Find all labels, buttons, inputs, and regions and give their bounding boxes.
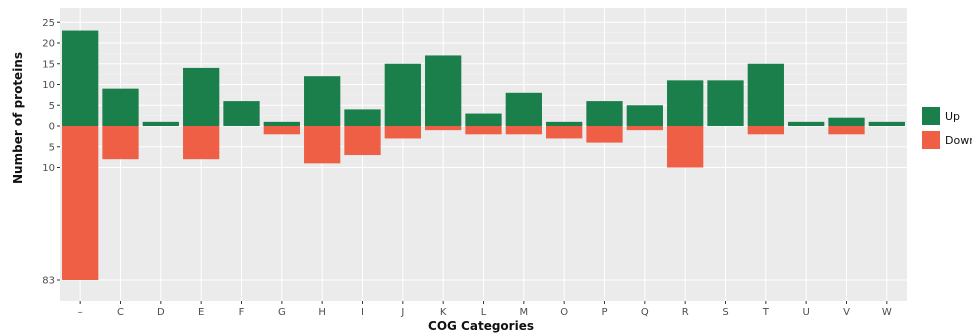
bar-up-S bbox=[707, 80, 744, 126]
y-tick-label: 15 bbox=[42, 59, 55, 70]
bars bbox=[62, 30, 905, 280]
bar-up-Q bbox=[626, 105, 663, 126]
x-tick-label: W bbox=[882, 307, 892, 318]
y-tick-label: 25 bbox=[42, 18, 55, 29]
bar-up-J bbox=[384, 63, 421, 126]
bar-up-C bbox=[102, 88, 139, 126]
x-tick-label: H bbox=[318, 307, 326, 318]
bar-down-H bbox=[304, 126, 341, 164]
bar-down-E bbox=[183, 126, 220, 160]
x-axis-title: COG Categories bbox=[428, 319, 534, 333]
y-tick-label: 10 bbox=[42, 80, 55, 91]
x-tick-label: K bbox=[440, 307, 447, 318]
bar-up-P bbox=[586, 101, 623, 126]
x-tick-label: Q bbox=[641, 307, 649, 318]
legend-label-down: Down bbox=[945, 134, 972, 147]
y-tick-label: 5 bbox=[49, 142, 55, 153]
x-tick-label: L bbox=[481, 307, 487, 318]
bar-up-E bbox=[183, 67, 220, 126]
y-tick-label: 20 bbox=[42, 39, 55, 50]
x-tick-label: O bbox=[560, 307, 568, 318]
y-axis: 0 5 10 15 20 25 5 10 83 bbox=[42, 18, 60, 287]
bar-down-I bbox=[344, 126, 381, 156]
x-tick-label: S bbox=[722, 307, 728, 318]
y-tick-label: 10 bbox=[42, 163, 55, 174]
x-tick-label: R bbox=[682, 307, 689, 318]
bar-up-F bbox=[223, 101, 260, 126]
legend-swatch-up bbox=[922, 107, 940, 125]
x-tick-label: I bbox=[361, 307, 364, 318]
bar-up-M bbox=[505, 92, 542, 126]
y-tick-label: 0 bbox=[49, 122, 55, 133]
bar-down-K bbox=[425, 126, 462, 131]
x-tick-label: J bbox=[400, 307, 404, 318]
bar-up-H bbox=[304, 76, 341, 126]
x-tick-label: V bbox=[843, 307, 850, 318]
bar-up-I bbox=[344, 109, 381, 126]
x-tick-label: P bbox=[601, 307, 607, 318]
bar-up-G bbox=[263, 121, 300, 126]
bar-up-R bbox=[667, 80, 704, 126]
x-tick-label: M bbox=[520, 307, 529, 318]
bar-up-U bbox=[788, 121, 825, 126]
bar-down-J bbox=[384, 126, 421, 139]
bar-down-Q bbox=[626, 126, 663, 131]
legend: Up Down bbox=[922, 107, 972, 149]
y-tick-label: 5 bbox=[49, 101, 55, 112]
x-tick-label: F bbox=[239, 307, 245, 318]
legend-swatch-down bbox=[922, 131, 940, 149]
x-tick-label: – bbox=[78, 307, 83, 318]
bar-up-K bbox=[425, 55, 462, 127]
bar-up-– bbox=[62, 30, 99, 126]
x-tick-label: T bbox=[762, 307, 770, 318]
x-tick-label: E bbox=[198, 307, 204, 318]
bar-up-T bbox=[747, 63, 784, 126]
bar-down-C bbox=[102, 126, 139, 160]
bar-up-O bbox=[546, 121, 583, 126]
bar-down-– bbox=[62, 126, 99, 280]
bar-down-R bbox=[667, 126, 704, 168]
y-axis-title: Number of proteins bbox=[11, 52, 25, 184]
bar-down-T bbox=[747, 126, 784, 135]
y-tick-label: 83 bbox=[42, 276, 55, 287]
bar-down-L bbox=[465, 126, 502, 135]
x-tick-label: C bbox=[117, 307, 124, 318]
bar-up-D bbox=[142, 121, 179, 126]
bar-down-G bbox=[263, 126, 300, 135]
bar-up-W bbox=[868, 121, 905, 126]
x-axis: – C D E F G H I J K L M O P Q R S T U V W bbox=[78, 301, 892, 318]
x-tick-label: U bbox=[803, 307, 810, 318]
bar-down-O bbox=[546, 126, 583, 139]
bar-up-L bbox=[465, 113, 502, 126]
legend-label-up: Up bbox=[945, 110, 960, 123]
x-tick-label: D bbox=[157, 307, 165, 318]
bar-down-P bbox=[586, 126, 623, 143]
x-tick-label: G bbox=[278, 307, 286, 318]
bar-down-V bbox=[828, 126, 865, 135]
bar-up-V bbox=[828, 117, 865, 126]
bar-down-M bbox=[505, 126, 542, 135]
